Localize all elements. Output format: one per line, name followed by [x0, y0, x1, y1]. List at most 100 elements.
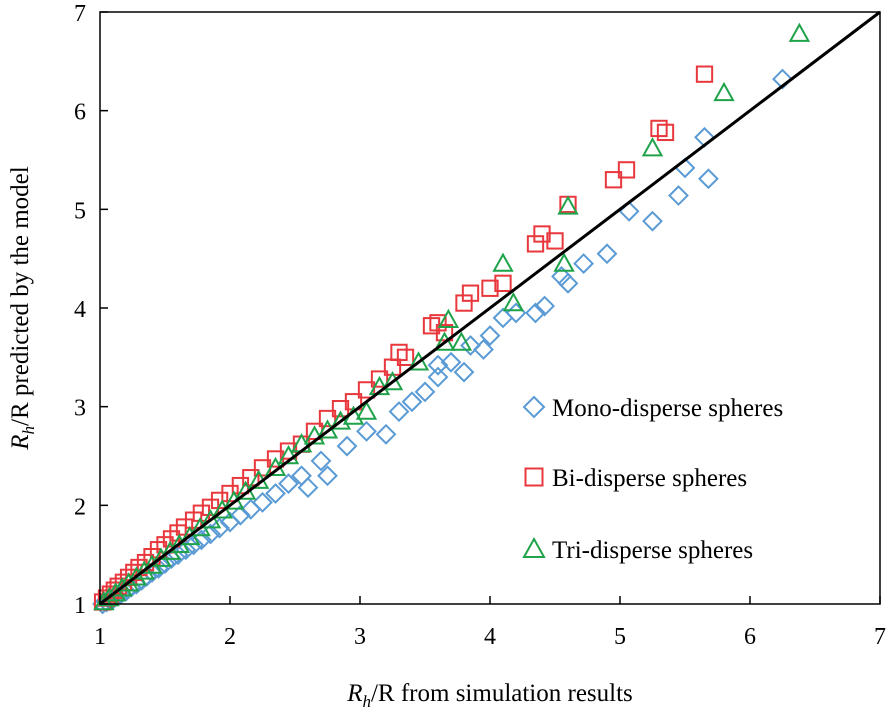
- data-point-diamond: [317, 465, 338, 487]
- y-axis-label-subscript: h: [19, 426, 38, 435]
- data-point-triangle: [407, 351, 430, 371]
- x-tick-label: 3: [354, 624, 366, 650]
- data-point-triangle: [641, 137, 664, 157]
- y-tick-label: 2: [74, 494, 86, 520]
- data-point-triangle: [381, 370, 404, 391]
- data-point-diamond: [209, 517, 231, 539]
- y-tick-label: 3: [74, 396, 86, 422]
- data-point-diamond: [642, 210, 663, 232]
- data-point-triangle: [150, 547, 172, 567]
- y-axis-label-text: /R predicted by the model: [7, 166, 34, 426]
- data-point-square: [617, 161, 636, 179]
- data-point-square: [429, 314, 447, 332]
- y-tick-label: 5: [74, 198, 86, 224]
- data-point-square: [656, 123, 675, 142]
- y-tick-label: 6: [74, 100, 86, 126]
- x-tick-label: 6: [744, 624, 756, 650]
- x-axis-label-text: /R from simulation results: [371, 680, 633, 707]
- data-point-square: [650, 119, 668, 138]
- data-point-diamond: [460, 335, 481, 356]
- data-point-diamond: [310, 450, 332, 472]
- data-point-diamond: [573, 253, 595, 275]
- data-point-triangle: [117, 572, 140, 592]
- data-point-square: [169, 524, 187, 542]
- data-point-square: [318, 409, 337, 428]
- data-point-square: [481, 279, 499, 297]
- data-point-square: [357, 381, 376, 399]
- data-point-square: [370, 370, 389, 388]
- data-point-square: [461, 284, 480, 302]
- data-point-diamond: [252, 491, 273, 513]
- data-point-square: [390, 343, 408, 362]
- legend-marker-square: [524, 467, 544, 487]
- data-point-square: [494, 274, 512, 292]
- data-point-square: [546, 232, 564, 250]
- data-point-square: [695, 65, 714, 83]
- data-point-triangle: [159, 540, 181, 560]
- x-tick-label: 1: [94, 624, 106, 650]
- data-point-triangle: [329, 410, 352, 430]
- data-point-diamond: [557, 272, 579, 294]
- data-point-diamond: [772, 68, 793, 90]
- legend-label: Tri-disperse spheres: [552, 537, 753, 564]
- data-point-triangle: [450, 331, 473, 351]
- data-point-triangle: [141, 554, 163, 574]
- data-point-triangle: [199, 509, 222, 529]
- x-tick-label: 7: [874, 624, 886, 650]
- data-point-diamond: [427, 354, 449, 376]
- data-point-triangle: [111, 577, 133, 597]
- data-point-diamond: [596, 243, 618, 265]
- data-point-triangle: [788, 22, 811, 42]
- axis-ticks: 1 2 3 4 5 6 7 1 2 3 4 5 6 7: [74, 1, 886, 650]
- data-point-triangle: [133, 560, 155, 580]
- y-axis-label: Rh/R predicted by the model: [7, 166, 38, 450]
- data-point-diamond: [427, 366, 449, 388]
- data-point-triangle: [492, 252, 514, 272]
- data-point-diamond: [229, 504, 251, 526]
- data-point-triangle: [277, 444, 300, 465]
- data-point-diamond: [200, 523, 221, 545]
- data-point-diamond: [525, 302, 546, 324]
- data-point-square: [396, 348, 415, 366]
- legend-marker-triangle: [522, 536, 546, 558]
- legend-marker-diamond: [522, 395, 546, 419]
- data-point-square: [435, 324, 454, 342]
- data-point-diamond: [479, 325, 501, 347]
- data-point-square: [455, 294, 473, 312]
- data-point-triangle: [104, 582, 127, 602]
- data-point-diamond: [414, 381, 436, 403]
- data-point-triangle: [502, 292, 525, 312]
- data-point-diamond: [265, 483, 286, 504]
- data-point-triangle: [553, 252, 575, 272]
- data-point-diamond: [453, 361, 475, 383]
- x-tick-label: 5: [614, 624, 626, 650]
- data-point-diamond: [336, 435, 358, 457]
- x-tick-label: 2: [224, 624, 236, 650]
- data-point-diamond: [278, 473, 299, 495]
- y-tick-label: 7: [74, 1, 86, 27]
- data-point-diamond: [401, 391, 423, 413]
- data-point-triangle: [125, 566, 148, 586]
- x-axis-label-subscript: h: [362, 692, 371, 711]
- data-point-triangle: [557, 195, 579, 215]
- data-point-triangle: [437, 308, 460, 329]
- data-point-diamond: [440, 351, 462, 373]
- legend-label: Bi-disperse spheres: [552, 465, 747, 492]
- reference-line-y-equals-x: [99, 10, 881, 606]
- y-tick-label: 4: [74, 297, 86, 323]
- data-point-diamond: [473, 339, 494, 360]
- data-point-diamond: [697, 168, 719, 190]
- data-point-triangle: [713, 81, 735, 102]
- data-point-square: [604, 171, 623, 189]
- data-point-square: [526, 235, 545, 253]
- y-tick-label: 1: [74, 593, 86, 619]
- data-point-triangle: [355, 400, 378, 420]
- data-point-diamond: [356, 420, 377, 442]
- data-point-diamond: [183, 534, 205, 556]
- data-point-diamond: [297, 477, 319, 498]
- data-point-triangle: [368, 375, 391, 396]
- x-axis-label-symbol: R: [346, 680, 362, 707]
- data-point-diamond: [668, 185, 689, 206]
- data-point-diamond: [375, 423, 397, 445]
